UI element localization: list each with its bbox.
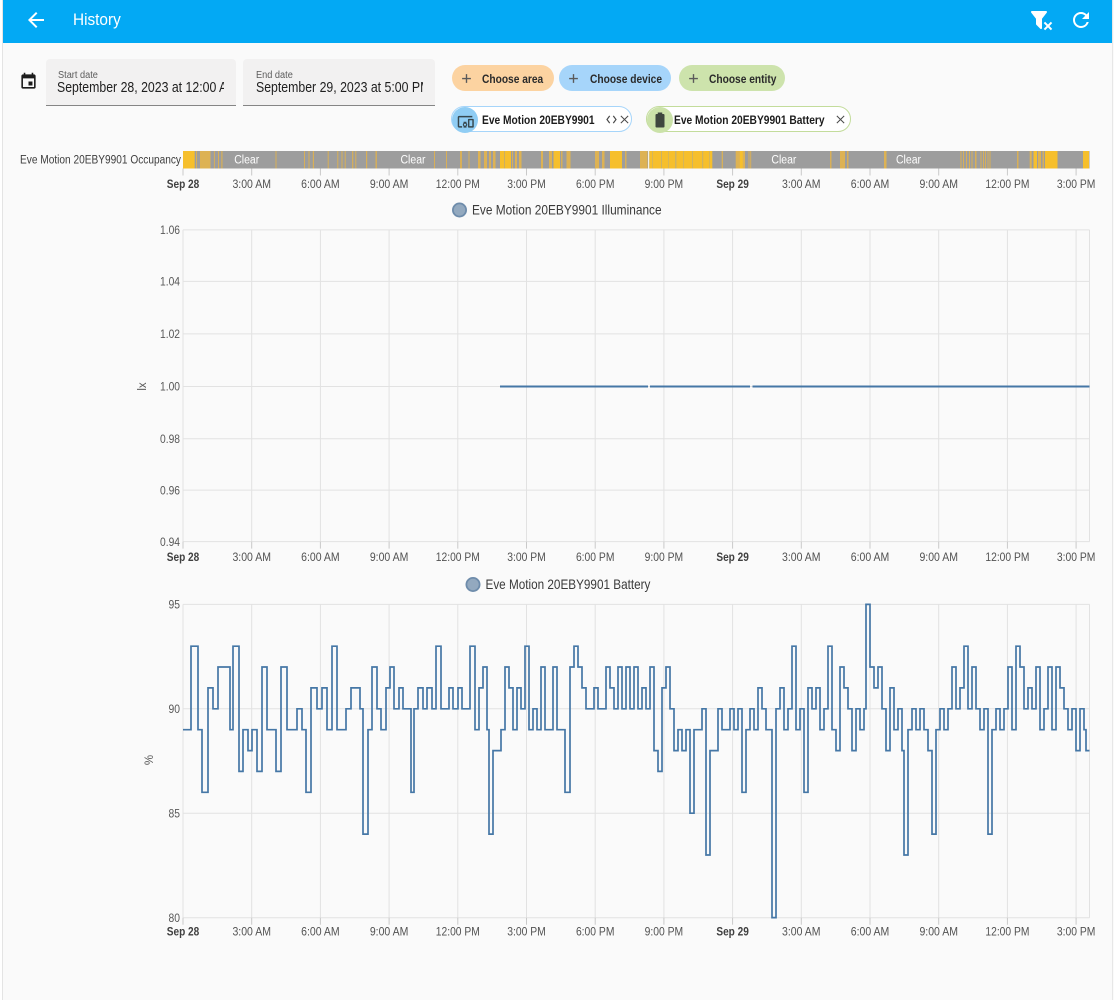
svg-text:1.02: 1.02 — [160, 327, 180, 341]
svg-text:Sep 28: Sep 28 — [167, 550, 200, 564]
svg-text:12:00 PM: 12:00 PM — [436, 550, 480, 564]
svg-text:6:00 AM: 6:00 AM — [301, 177, 340, 191]
svg-text:0.94: 0.94 — [160, 535, 180, 549]
svg-text:%: % — [144, 755, 156, 765]
svg-text:3:00 AM: 3:00 AM — [782, 177, 821, 191]
svg-text:85: 85 — [169, 807, 181, 821]
svg-text:3:00 PM: 3:00 PM — [1057, 925, 1096, 939]
svg-text:12:00 PM: 12:00 PM — [436, 177, 480, 191]
svg-text:Eve Motion 20EBY9901 Battery: Eve Motion 20EBY9901 Battery — [486, 576, 651, 592]
svg-text:0.98: 0.98 — [160, 432, 180, 446]
svg-text:3:00 PM: 3:00 PM — [1057, 177, 1096, 191]
svg-text:lx: lx — [137, 382, 149, 391]
svg-text:90: 90 — [169, 702, 181, 716]
svg-text:12:00 PM: 12:00 PM — [436, 925, 480, 939]
svg-text:Sep 29: Sep 29 — [716, 925, 749, 939]
svg-text:Clear: Clear — [771, 155, 796, 167]
svg-text:9:00 AM: 9:00 AM — [370, 925, 409, 939]
svg-text:6:00 PM: 6:00 PM — [576, 925, 615, 939]
svg-text:Eve Motion 20EBY9901 Illuminan: Eve Motion 20EBY9901 Illuminance — [472, 201, 662, 217]
svg-text:9:00 AM: 9:00 AM — [919, 925, 958, 939]
svg-text:6:00 AM: 6:00 AM — [851, 177, 890, 191]
svg-text:3:00 AM: 3:00 AM — [232, 177, 271, 191]
svg-text:6:00 PM: 6:00 PM — [576, 177, 615, 191]
svg-text:Clear: Clear — [234, 155, 259, 167]
svg-text:1.06: 1.06 — [160, 223, 180, 237]
svg-text:9:00 AM: 9:00 AM — [370, 177, 409, 191]
svg-text:12:00 PM: 12:00 PM — [985, 550, 1029, 564]
svg-text:6:00 AM: 6:00 AM — [851, 925, 890, 939]
svg-text:6:00 AM: 6:00 AM — [851, 550, 890, 564]
svg-text:9:00 PM: 9:00 PM — [645, 177, 684, 191]
svg-text:12:00 PM: 12:00 PM — [985, 177, 1029, 191]
svg-text:3:00 PM: 3:00 PM — [507, 177, 546, 191]
svg-text:12:00 PM: 12:00 PM — [985, 925, 1029, 939]
svg-text:6:00 PM: 6:00 PM — [576, 550, 615, 564]
svg-text:6:00 AM: 6:00 AM — [301, 550, 340, 564]
svg-text:95: 95 — [169, 598, 181, 612]
svg-text:9:00 PM: 9:00 PM — [645, 550, 684, 564]
svg-text:Sep 28: Sep 28 — [167, 177, 200, 191]
svg-text:1.00: 1.00 — [160, 380, 180, 394]
svg-text:3:00 AM: 3:00 AM — [782, 925, 821, 939]
svg-text:Clear: Clear — [401, 155, 426, 167]
svg-text:3:00 PM: 3:00 PM — [1057, 550, 1096, 564]
svg-text:Sep 28: Sep 28 — [167, 925, 200, 939]
svg-text:3:00 PM: 3:00 PM — [507, 925, 546, 939]
svg-text:Clear: Clear — [896, 155, 921, 167]
svg-text:6:00 AM: 6:00 AM — [301, 925, 340, 939]
svg-text:9:00 AM: 9:00 AM — [919, 177, 958, 191]
svg-text:0.96: 0.96 — [160, 483, 180, 497]
svg-text:3:00 AM: 3:00 AM — [232, 925, 271, 939]
svg-text:Sep 29: Sep 29 — [716, 550, 749, 564]
svg-text:9:00 AM: 9:00 AM — [370, 550, 409, 564]
svg-text:3:00 AM: 3:00 AM — [782, 550, 821, 564]
svg-text:80: 80 — [169, 911, 181, 925]
svg-text:9:00 PM: 9:00 PM — [645, 925, 684, 939]
svg-text:3:00 PM: 3:00 PM — [507, 550, 546, 564]
svg-text:Sep 29: Sep 29 — [716, 177, 749, 191]
svg-text:9:00 AM: 9:00 AM — [919, 550, 958, 564]
svg-text:3:00 AM: 3:00 AM — [232, 550, 271, 564]
svg-text:1.04: 1.04 — [160, 275, 180, 289]
svg-text:Eve Motion 20EBY9901 Occupancy: Eve Motion 20EBY9901 Occupancy — [20, 155, 181, 167]
